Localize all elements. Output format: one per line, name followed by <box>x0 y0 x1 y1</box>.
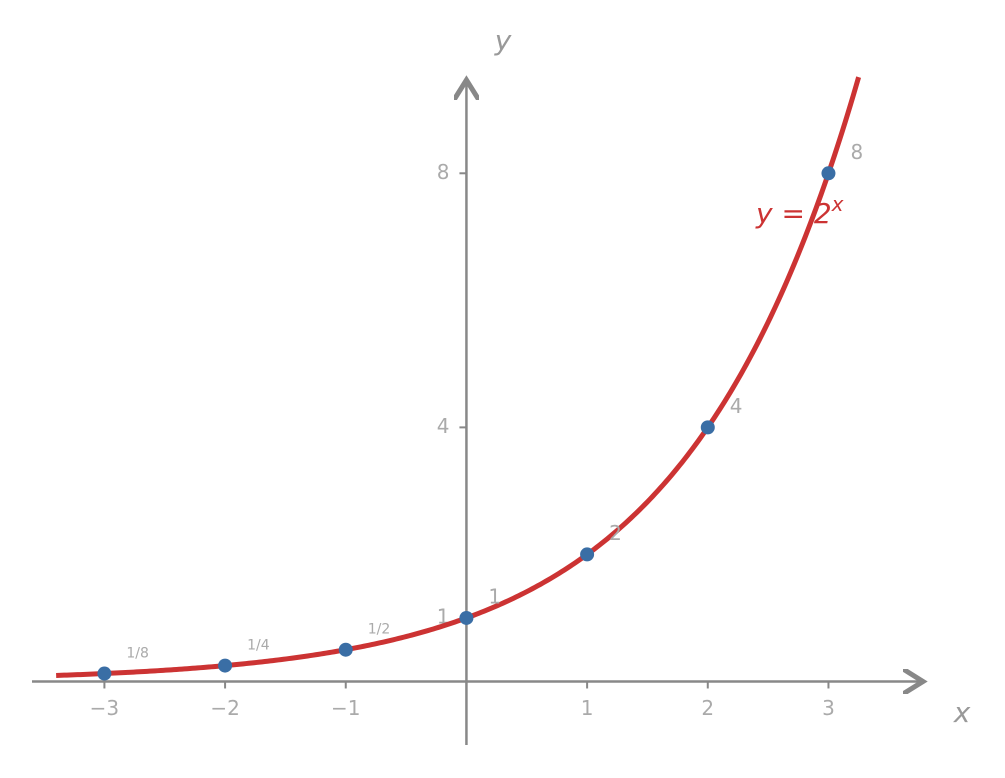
function-label: y = 2x <box>755 192 844 231</box>
point-label: 2 <box>609 521 622 545</box>
point <box>97 666 112 681</box>
point <box>459 610 474 625</box>
x-tick-label: 1 <box>581 696 594 720</box>
point <box>700 420 715 435</box>
point <box>218 658 233 673</box>
x-tick-label: −1 <box>331 696 360 720</box>
point-label: 1 <box>488 584 501 608</box>
y-axis-label: y <box>494 24 512 57</box>
point <box>821 166 836 181</box>
function-label-base: y = 2 <box>755 197 832 230</box>
point <box>580 547 595 562</box>
x-tick-label: −3 <box>90 696 119 720</box>
function-label-exponent: x <box>831 192 844 216</box>
point-label: 1/2 <box>368 622 391 638</box>
x-tick-label: −2 <box>210 696 239 720</box>
point <box>338 642 353 657</box>
y-tick-label: 4 <box>437 414 450 438</box>
x-tick-label: 2 <box>701 696 714 720</box>
x-tick-label: 3 <box>822 696 835 720</box>
point-label: 1/8 <box>126 646 149 662</box>
x-axis-label: x <box>953 696 971 729</box>
point-label: 8 <box>850 140 863 164</box>
curve <box>56 76 862 678</box>
point-label: 4 <box>730 394 743 418</box>
y-tick-label: 8 <box>437 160 450 184</box>
point-label: 1/4 <box>247 638 270 654</box>
